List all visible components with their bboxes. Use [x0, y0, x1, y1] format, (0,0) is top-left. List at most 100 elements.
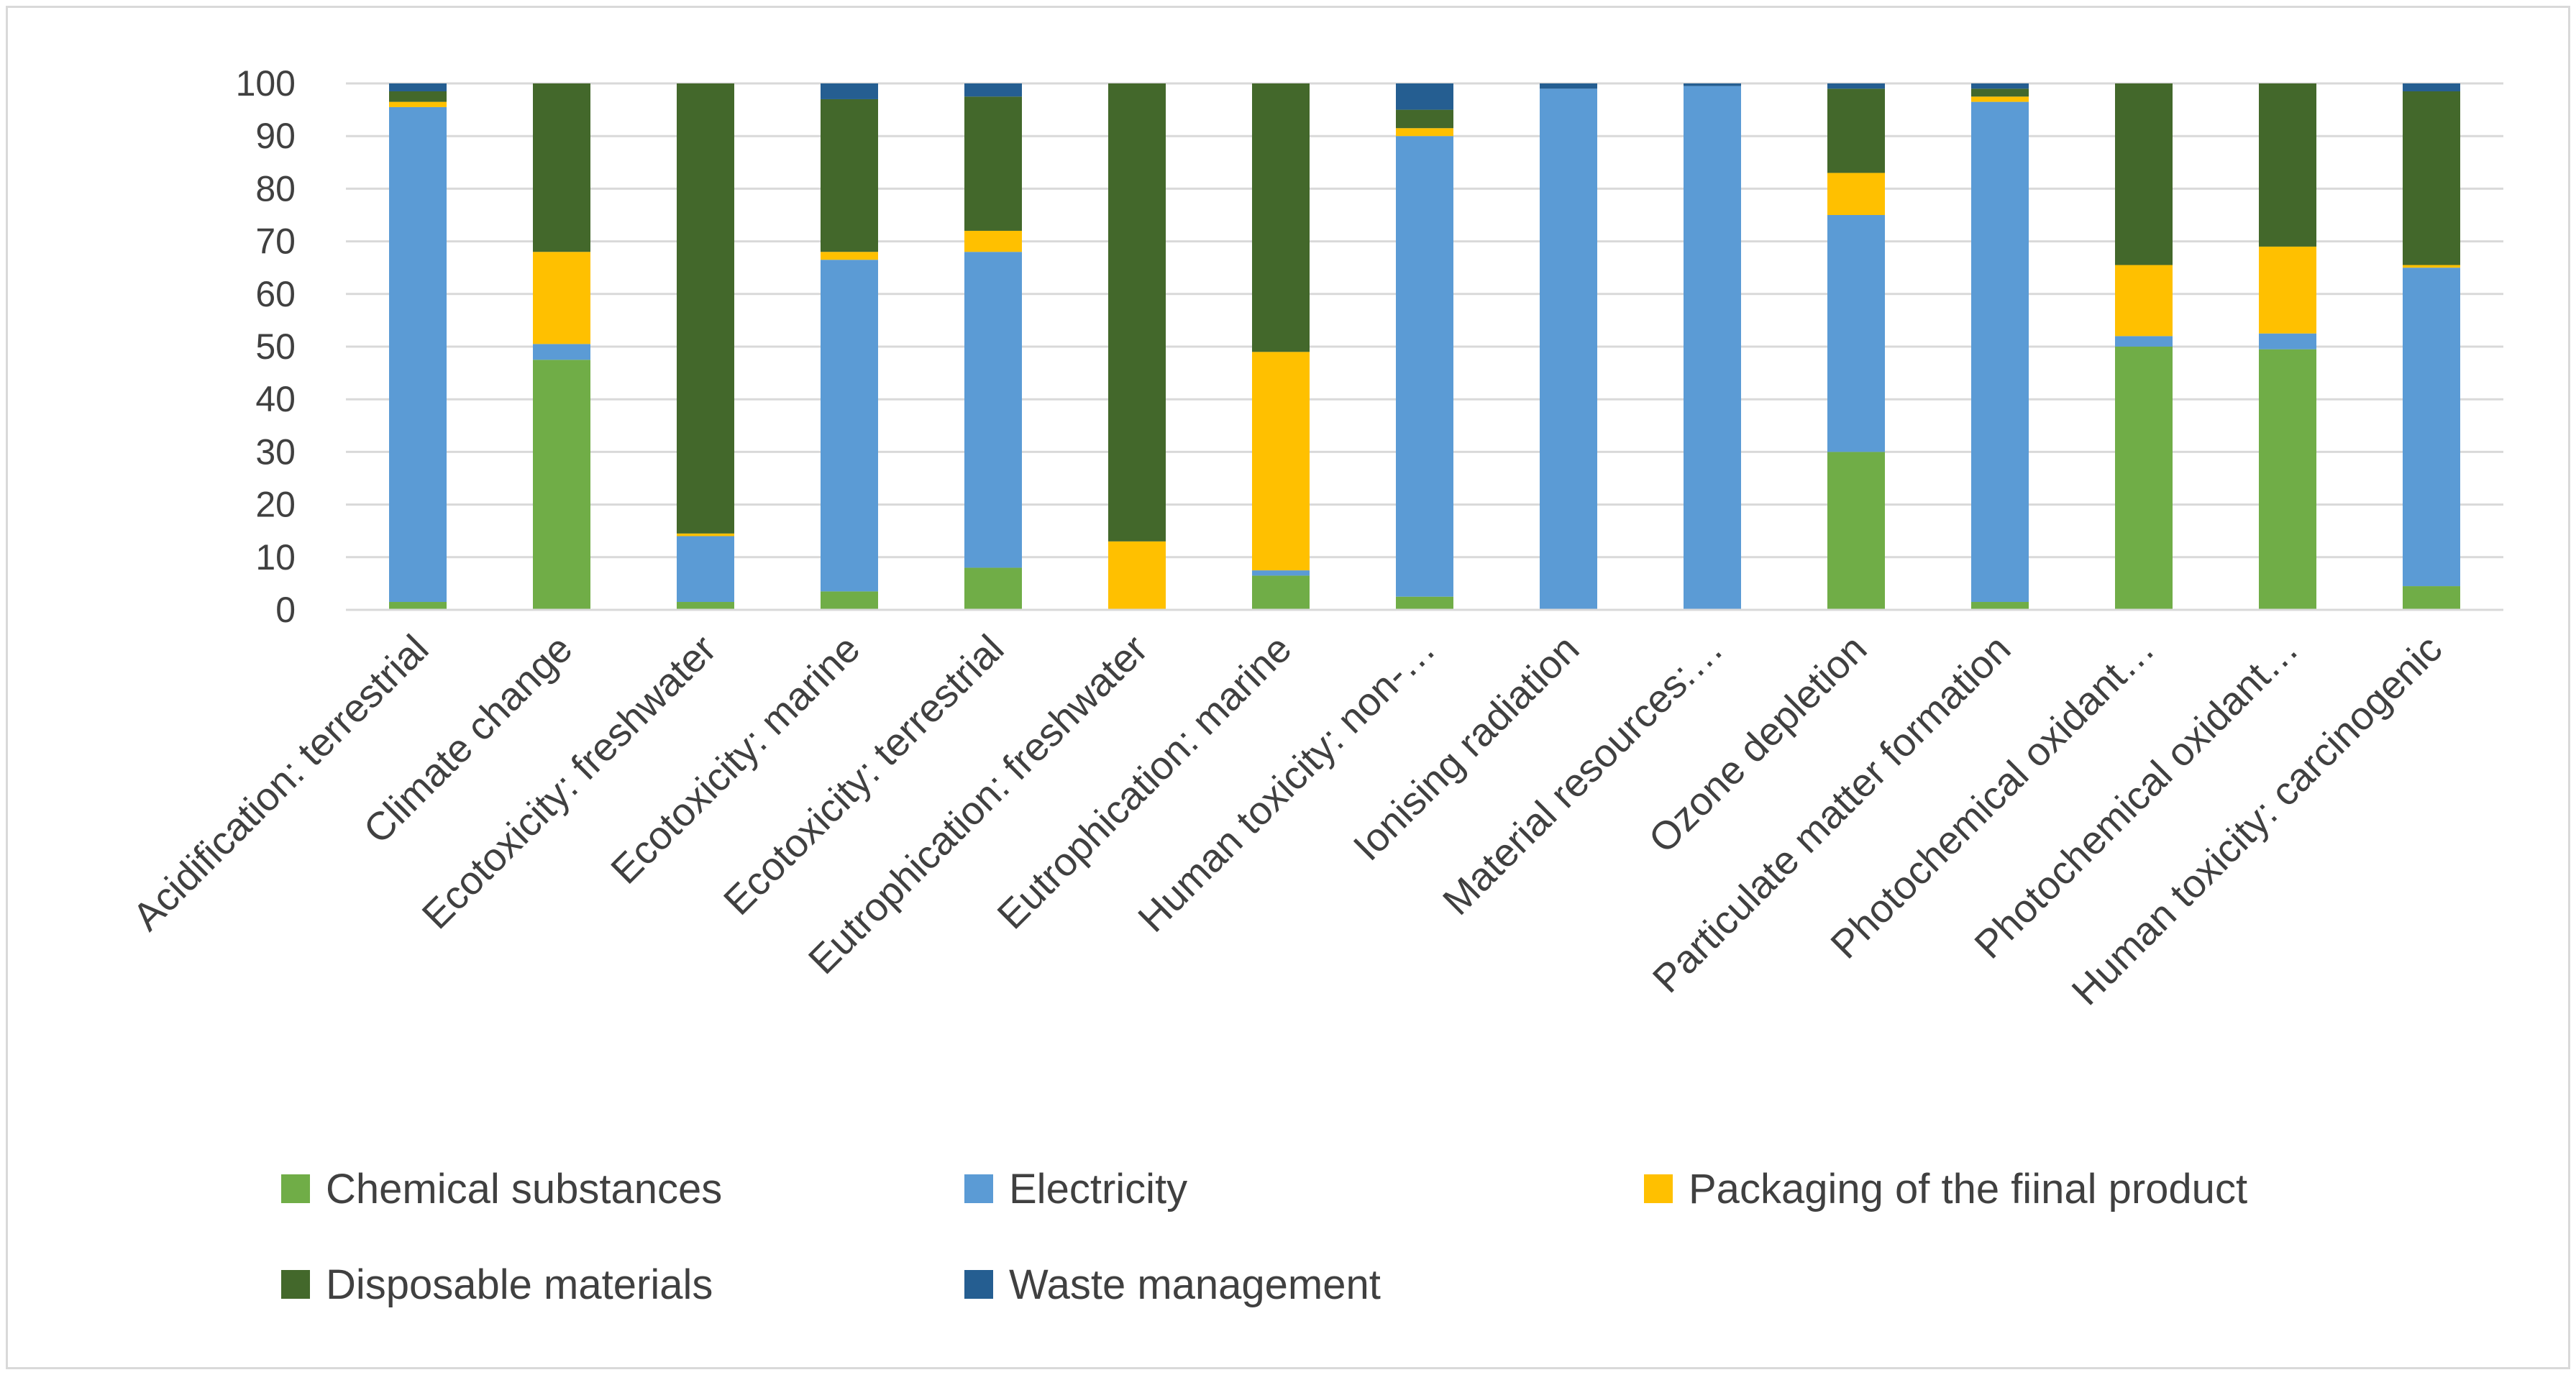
legend-swatch: [964, 1174, 993, 1203]
bar-segment-packaging-of-the-fiinal-product: [1108, 541, 1166, 610]
bar-segment-electricity: [677, 536, 734, 603]
y-tick-label: 0: [275, 590, 296, 630]
x-category-label: Acidification: terrestrial: [124, 626, 437, 939]
bar-segment-disposable-materials: [964, 96, 1022, 231]
legend-item: Disposable materials: [281, 1261, 713, 1308]
x-category-label: Ecotoxicity: marine: [602, 626, 868, 892]
bar-segment-chemical-substances: [677, 602, 734, 610]
bar-segment-packaging-of-the-fiinal-product: [1827, 173, 1885, 215]
legend-item: Waste management: [964, 1261, 1381, 1308]
legend-item: Packaging of the fiinal product: [1644, 1166, 2247, 1212]
y-tick-label: 30: [255, 431, 296, 472]
bar-segment-chemical-substances: [2259, 349, 2316, 610]
bar-segment-electricity: [1396, 136, 1453, 597]
x-category-label: Material resources:…: [1434, 626, 1731, 923]
y-tick-label: 100: [236, 63, 296, 104]
bar-stack: [2115, 83, 2173, 610]
bar-stack: [677, 83, 734, 610]
bar-segment-chemical-substances: [533, 360, 590, 610]
legend-swatch: [281, 1174, 310, 1203]
bar-stack: [533, 83, 590, 610]
bar-segment-chemical-substances: [2115, 347, 2173, 610]
stacked-bar-chart: 0 10 20 30 40 50 60 70 80 90 100 Acidification: te…: [124, 63, 2503, 1308]
y-tick-label: 70: [255, 221, 296, 262]
bar-segment-electricity: [964, 252, 1022, 568]
legend-swatch: [964, 1270, 993, 1299]
legend-label: Disposable materials: [326, 1261, 713, 1308]
bar-segment-disposable-materials: [2259, 83, 2316, 247]
bar-segment-disposable-materials: [1396, 109, 1453, 129]
bar-segment-chemical-substances: [1827, 452, 1885, 610]
legend: Chemical substances Electricity Packaging …: [281, 1166, 2247, 1308]
bar-segment-waste-management: [1684, 83, 1741, 86]
legend-label: Packaging of the fiinal product: [1689, 1166, 2247, 1212]
bar-segment-waste-management: [1396, 83, 1453, 110]
x-category-label: Human toxicity: non-…: [1129, 626, 1443, 941]
bar-stack: [1827, 83, 1885, 610]
legend-item: Electricity: [964, 1166, 1187, 1212]
y-tick-label: 60: [255, 274, 296, 314]
x-category-label: Ecotoxicity: terrestrial: [715, 626, 1012, 923]
bar-segment-waste-management: [389, 83, 447, 91]
bar-segment-packaging-of-the-fiinal-product: [1252, 352, 1310, 571]
bar-segment-chemical-substances: [1396, 596, 1453, 610]
legend-label: Electricity: [1009, 1166, 1187, 1212]
bar-segment-waste-management: [964, 83, 1022, 97]
bar-segment-packaging-of-the-fiinal-product: [1396, 128, 1453, 137]
bar-segment-packaging-of-the-fiinal-product: [2115, 265, 2173, 337]
bar-stack: [1252, 83, 1310, 610]
y-tick-label: 40: [255, 379, 296, 419]
bar-segment-packaging-of-the-fiinal-product: [389, 101, 447, 107]
bar-segment-chemical-substances: [1252, 575, 1310, 610]
bar-segment-electricity: [1540, 88, 1597, 610]
bar-segment-disposable-materials: [821, 99, 878, 252]
y-tick-label: 50: [255, 326, 296, 367]
bar-stack: [821, 83, 878, 610]
bar-segment-disposable-materials: [1971, 88, 2029, 97]
bar-segment-disposable-materials: [533, 83, 590, 252]
bar-stack: [1684, 83, 1741, 610]
bar-segment-disposable-materials: [1827, 88, 1885, 173]
bar-stack: [1540, 83, 1597, 610]
bar-segment-disposable-materials: [2115, 83, 2173, 265]
bar-segment-waste-management: [821, 83, 878, 99]
bar-segment-electricity: [2259, 333, 2316, 350]
bar-segment-waste-management: [1827, 83, 1885, 89]
bar-segment-waste-management: [1971, 83, 2029, 89]
bar-segment-packaging-of-the-fiinal-product: [677, 533, 734, 536]
bar-stack: [1396, 83, 1453, 610]
bar-segment-packaging-of-the-fiinal-product: [2403, 265, 2460, 268]
bar-segment-electricity: [2403, 268, 2460, 587]
y-axis-tick-labels: 0 10 20 30 40 50 60 70 80 90 100: [236, 63, 296, 630]
bar-stack: [1108, 83, 1166, 610]
bar-segment-disposable-materials: [1252, 83, 1310, 352]
bar-stack: [964, 83, 1022, 610]
bar-segment-packaging-of-the-fiinal-product: [2259, 246, 2316, 334]
bar-segment-electricity: [533, 344, 590, 360]
bar-segment-disposable-materials: [389, 91, 447, 102]
chart-frame: 0 10 20 30 40 50 60 70 80 90 100 Acidification: te…: [6, 6, 2570, 1369]
legend-label: Waste management: [1009, 1261, 1381, 1308]
bar-segment-packaging-of-the-fiinal-product: [1971, 96, 2029, 102]
legend-item: Chemical substances: [281, 1166, 722, 1212]
y-tick-label: 90: [255, 116, 296, 156]
bar-segment-chemical-substances: [1971, 602, 2029, 610]
legend-swatch: [1644, 1174, 1673, 1203]
y-tick-label: 20: [255, 485, 296, 525]
y-tick-label: 10: [255, 537, 296, 577]
bar-segment-electricity: [2115, 336, 2173, 347]
bar-segment-chemical-substances: [2403, 586, 2460, 610]
bar-stack: [1971, 83, 2029, 610]
bar-stack: [2403, 83, 2460, 610]
bar-segment-waste-management: [1540, 83, 1597, 89]
bars: [389, 83, 2460, 610]
bar-segment-disposable-materials: [677, 83, 734, 534]
bar-segment-electricity: [1252, 570, 1310, 576]
bar-stack: [389, 83, 447, 610]
bar-segment-electricity: [1827, 215, 1885, 452]
legend-label: Chemical substances: [326, 1166, 722, 1212]
bar-segment-electricity: [1971, 101, 2029, 603]
bar-segment-disposable-materials: [2403, 91, 2460, 265]
bar-segment-waste-management: [2403, 83, 2460, 91]
